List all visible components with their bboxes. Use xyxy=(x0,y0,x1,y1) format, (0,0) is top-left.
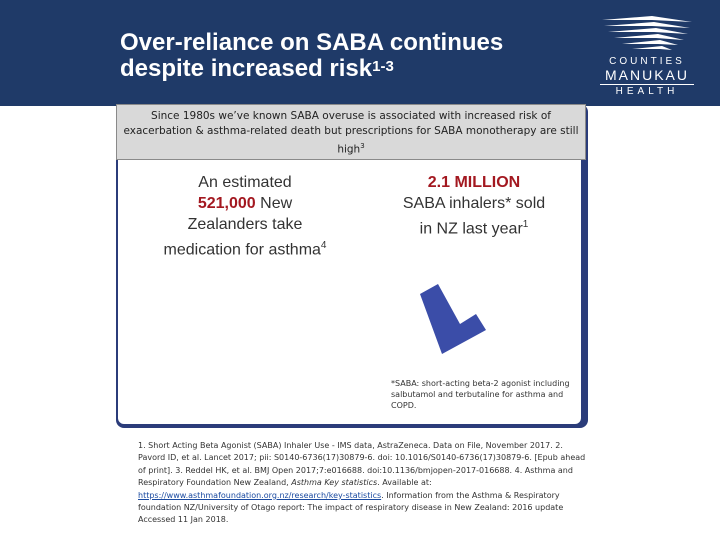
references-part-3: . Information from the Asthma & Respirat… xyxy=(138,490,564,525)
banner-text: Since 1980s we’ve known SABA overuse is … xyxy=(123,110,579,156)
logo-text-counties: COUNTIES xyxy=(609,56,685,67)
logo-text-manukau: MANUKAU xyxy=(604,67,689,83)
saba-footnote: *SABA: short-acting beta-2 agonist inclu… xyxy=(391,379,570,410)
references-part-1: 1. Short Acting Beta Agonist (SABA) Inha… xyxy=(138,441,586,488)
stat-right-superscript: 1 xyxy=(522,219,529,230)
references-part-2: . Available at: xyxy=(377,478,432,488)
stat-left-number: 521,000 xyxy=(197,195,256,212)
stat-saba-inhalers: 2.1 MILLION SABA inhalers* sold in NZ la… xyxy=(396,172,552,239)
header-bar xyxy=(0,0,720,106)
stat-asthma-medication: An estimated 521,000 New Zealanders take… xyxy=(160,172,330,260)
title-line-1: Over-reliance on SABA continues xyxy=(120,29,504,56)
stat-left-superscript: 4 xyxy=(320,240,327,251)
references-link[interactable]: https://www.asthmafoundation.org.nz/rese… xyxy=(138,490,382,500)
summary-banner: Since 1980s we’ve known SABA overuse is … xyxy=(116,104,586,160)
banner-superscript: 3 xyxy=(360,142,365,150)
references-italic: Asthma Key statistics xyxy=(291,478,378,488)
title-superscript: 1-3 xyxy=(372,58,394,75)
inhaler-icon xyxy=(420,284,486,354)
counties-manukau-logo: COUNTIES MANUKAU HEALTH xyxy=(592,14,702,100)
content-panel xyxy=(118,160,581,424)
slide-title: Over-reliance on SABA continues despite … xyxy=(120,30,590,82)
stat-right-text: SABA inhalers* sold in NZ last year xyxy=(402,195,546,238)
logo-divider xyxy=(600,84,694,85)
stat-left-text: New Zealanders take medication for asthm… xyxy=(163,195,321,259)
logo-text-health: HEALTH xyxy=(615,86,679,97)
stat-left-prefix: An estimated xyxy=(198,174,292,191)
stat-right-number: 2.1 MILLION xyxy=(427,174,521,191)
references: 1. Short Acting Beta Agonist (SABA) Inha… xyxy=(138,440,590,527)
title-line-2: despite increased risk xyxy=(120,55,373,82)
logo-wave-icon xyxy=(602,16,692,50)
